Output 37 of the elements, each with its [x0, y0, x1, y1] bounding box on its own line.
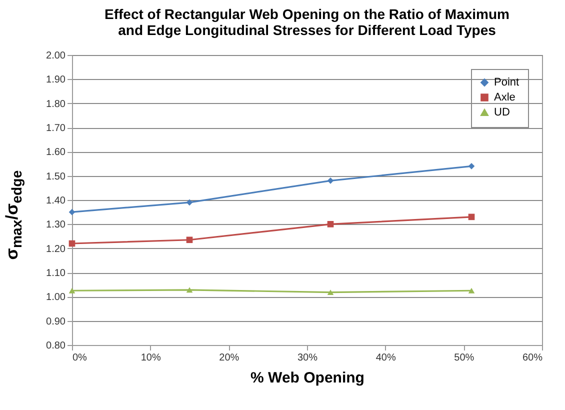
x-tick-label: 0%	[72, 352, 88, 364]
y-tick-label: 1.50	[46, 171, 66, 182]
y-tick-label: 2.00	[46, 50, 66, 62]
x-tick-label: 20%	[219, 352, 240, 364]
x-tick-label: 10%	[140, 352, 161, 364]
x-tick-label: 60%	[522, 352, 543, 364]
x-tick-label: 50%	[454, 352, 474, 364]
y-tick-label: 1.30	[46, 220, 66, 231]
x-tick-label: 40%	[376, 352, 396, 364]
point	[186, 199, 193, 206]
y-tick-label: 1.90	[46, 74, 66, 86]
legend-label: Axle	[494, 92, 516, 104]
y-tick-label: 0.90	[46, 316, 66, 328]
x-tick-label: 30%	[297, 352, 318, 364]
y-tick-label: 1.10	[46, 268, 66, 279]
y-tick-label: 1.00	[46, 292, 66, 304]
chart-title: Effect of Rectangular Web Opening on the Ratio of Maximum and Edge Longitudinal Stresses for Different Load Types	[104, 6, 510, 38]
y-tick-label: 0.80	[46, 340, 66, 352]
point	[327, 178, 334, 184]
point	[468, 163, 475, 170]
point	[468, 214, 475, 220]
point	[68, 288, 76, 294]
y-tick-label: 1.20	[46, 244, 66, 255]
point	[468, 288, 475, 294]
point	[68, 240, 76, 247]
y-tick-label: 1.70	[46, 123, 66, 134]
x-axis-title: % Web Opening	[250, 370, 364, 386]
point	[327, 221, 334, 228]
point	[186, 287, 193, 293]
point	[327, 290, 334, 296]
y-tick-label: 1.40	[46, 196, 66, 206]
legend-label: UD	[494, 106, 510, 118]
y-tick-label: 1.60	[46, 147, 66, 158]
legend-label: Point	[494, 76, 520, 88]
point	[186, 236, 193, 244]
y-tick-label: 1.80	[46, 98, 66, 110]
point	[68, 208, 76, 216]
